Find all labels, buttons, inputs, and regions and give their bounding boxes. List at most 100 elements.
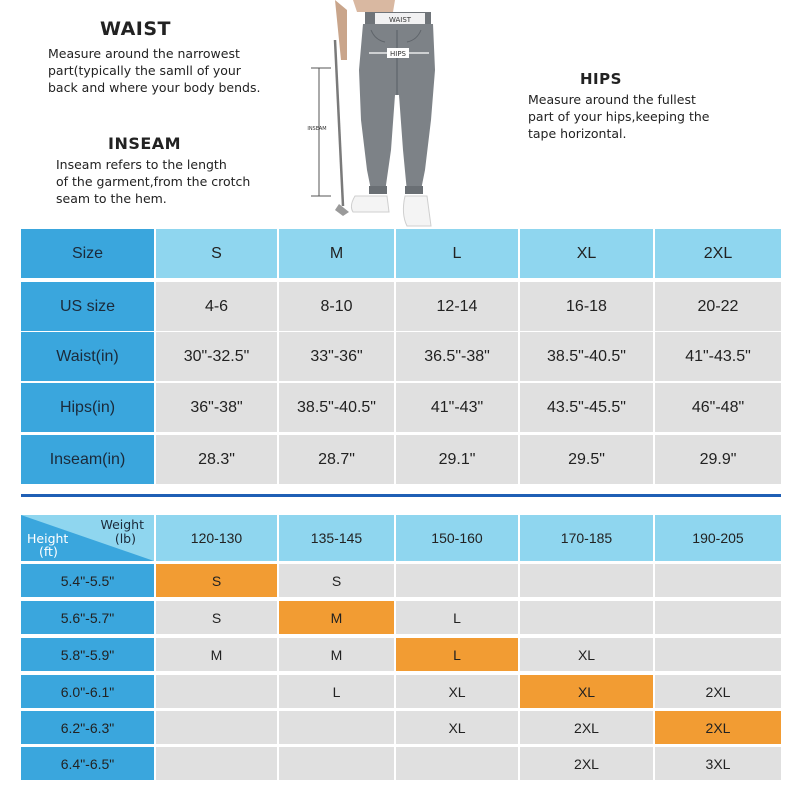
corner-weight-label: Weight xyxy=(100,517,144,532)
model-pants-illustration: WAIST HIPS INSEAM xyxy=(307,0,435,227)
height-row-label: 6.4"-6.5" xyxy=(21,747,154,780)
size-cell: 28.3" xyxy=(156,435,277,484)
recommended-size-cell: S xyxy=(156,564,277,597)
size-cell: 38.5"-40.5" xyxy=(520,332,653,381)
size-cell: 41"-43.5" xyxy=(655,332,781,381)
height-row-label: 5.4"-5.5" xyxy=(21,564,154,597)
inseam-desc-line: seam to the hem. xyxy=(56,191,167,206)
fit-row: 6.4"-6.5" 2XL 3XL xyxy=(21,747,781,780)
fit-cell: L xyxy=(279,675,394,708)
inseam-heading: INSEAM xyxy=(108,134,182,153)
waist-desc-line: part(typically the samll of your xyxy=(48,63,241,78)
waist-heading: WAIST xyxy=(100,18,172,40)
fit-cell: XL xyxy=(520,638,653,671)
fit-cell xyxy=(655,638,781,671)
size-cell: 36"-38" xyxy=(156,383,277,432)
size-cell: 29.9" xyxy=(655,435,781,484)
recommended-size-cell: M xyxy=(279,601,394,634)
corner-diagonal-shape xyxy=(21,515,154,561)
fit-cell xyxy=(279,747,394,780)
inseam-measure-label: INSEAM xyxy=(307,126,326,132)
size-row-label: US size xyxy=(21,282,154,331)
recommended-size-cell: L xyxy=(396,638,518,671)
fit-cell xyxy=(655,601,781,634)
size-cell: 46"-48" xyxy=(655,383,781,432)
size-column-header: S xyxy=(156,229,277,278)
size-row: Inseam(in) 28.3" 28.7" 29.1" 29.5" 29.9" xyxy=(21,435,781,484)
size-cell: 28.7" xyxy=(279,435,394,484)
height-row-label: 6.0"-6.1" xyxy=(21,675,154,708)
weight-column-header: 150-160 xyxy=(396,515,518,561)
size-cell: 29.5" xyxy=(520,435,653,484)
size-row-label: Waist(in) xyxy=(21,332,154,381)
weight-column-header: 135-145 xyxy=(279,515,394,561)
size-cell: 33"-36" xyxy=(279,332,394,381)
fit-cell: M xyxy=(156,638,277,671)
size-cell: 8-10 xyxy=(279,282,394,331)
inseam-desc-line: of the garment,from the crotch xyxy=(56,174,251,189)
fit-cell: 2XL xyxy=(520,711,653,744)
fit-cell xyxy=(156,711,277,744)
size-cell: 16-18 xyxy=(520,282,653,331)
hips-desc-line: Measure around the fullest xyxy=(528,92,696,107)
fit-cell xyxy=(279,711,394,744)
recommended-size-cell: 2XL xyxy=(655,711,781,744)
fit-cell: XL xyxy=(396,711,518,744)
fit-cell xyxy=(156,747,277,780)
corner-weight-unit: (lb) xyxy=(114,531,136,546)
waist-measure-label: WAIST xyxy=(389,16,412,24)
height-row-label: 6.2"-6.3" xyxy=(21,711,154,744)
height-row-label: 5.6"-5.7" xyxy=(21,601,154,634)
fit-row: 6.2"-6.3" XL 2XL 2XL xyxy=(21,711,781,744)
size-cell: 38.5"-40.5" xyxy=(279,383,394,432)
fit-cell xyxy=(156,675,277,708)
fit-row: 5.4"-5.5" S S xyxy=(21,564,781,597)
fit-cell xyxy=(396,747,518,780)
fit-row: 5.8"-5.9" M M L XL xyxy=(21,638,781,671)
waist-desc-line: Measure around the narrowest xyxy=(48,46,240,61)
size-column-header: M xyxy=(279,229,394,278)
hips-section: HIPS Measure around the fullest part of … xyxy=(528,70,758,142)
fit-header-row: Weight (lb) Height (ft) 120-130 135-145 150-16… xyxy=(21,515,781,561)
size-row: Waist(in) 30"-32.5" 33"-36" 36.5"-38" 38.5"-… xyxy=(21,332,781,381)
corner-height-unit: (ft) xyxy=(39,544,58,559)
recommended-size-cell: XL xyxy=(520,675,653,708)
hips-heading: HIPS xyxy=(580,70,622,88)
size-cell: 4-6 xyxy=(156,282,277,331)
hips-measure-label: HIPS xyxy=(390,50,407,58)
size-cell: 12-14 xyxy=(396,282,518,331)
fit-cell: S xyxy=(279,564,394,597)
inseam-desc-line: Inseam refers to the length xyxy=(56,157,227,172)
weight-column-header: 190-205 xyxy=(655,515,781,561)
fit-cell xyxy=(655,564,781,597)
size-row: US size 4-6 8-10 12-14 16-18 20-22 xyxy=(21,282,781,331)
fit-cell: L xyxy=(396,601,518,634)
fit-corner-cell: Weight (lb) Height (ft) xyxy=(21,515,154,561)
fit-cell xyxy=(520,601,653,634)
size-cell: 29.1" xyxy=(396,435,518,484)
size-cell: 30"-32.5" xyxy=(156,332,277,381)
fit-cell xyxy=(396,564,518,597)
fit-cell: M xyxy=(279,638,394,671)
waist-desc-line: back and where your body bends. xyxy=(48,80,261,95)
hips-desc-line: part of your hips,keeping the xyxy=(528,109,710,124)
size-column-header: XL xyxy=(520,229,653,278)
weight-column-header: 170-185 xyxy=(520,515,653,561)
height-row-label: 5.8"-5.9" xyxy=(21,638,154,671)
waist-section: WAIST Measure around the narrowest part(… xyxy=(48,18,288,96)
inseam-section: INSEAM Inseam refers to the length of th… xyxy=(56,134,286,207)
size-row: Hips(in) 36"-38" 38.5"-40.5" 41"-43" 43.5"-4… xyxy=(21,383,781,432)
fit-cell: 2XL xyxy=(520,747,653,780)
size-row-label: Inseam(in) xyxy=(21,435,154,484)
fit-cell: 3XL xyxy=(655,747,781,780)
fit-cell: XL xyxy=(396,675,518,708)
fit-row: 6.0"-6.1" L XL XL 2XL xyxy=(21,675,781,708)
size-cell: 36.5"-38" xyxy=(396,332,518,381)
hips-desc-line: tape horizontal. xyxy=(528,126,627,141)
fit-cell xyxy=(520,564,653,597)
size-cell: 43.5"-45.5" xyxy=(520,383,653,432)
size-row-label: Hips(in) xyxy=(21,383,154,432)
fit-cell: S xyxy=(156,601,277,634)
section-divider xyxy=(21,494,781,497)
fit-row: 5.6"-5.7" S M L xyxy=(21,601,781,634)
